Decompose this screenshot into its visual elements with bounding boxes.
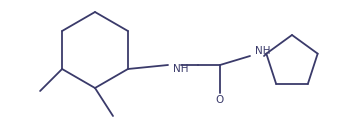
Text: NH: NH (255, 46, 271, 56)
Text: NH: NH (173, 64, 188, 74)
Text: O: O (216, 95, 224, 105)
